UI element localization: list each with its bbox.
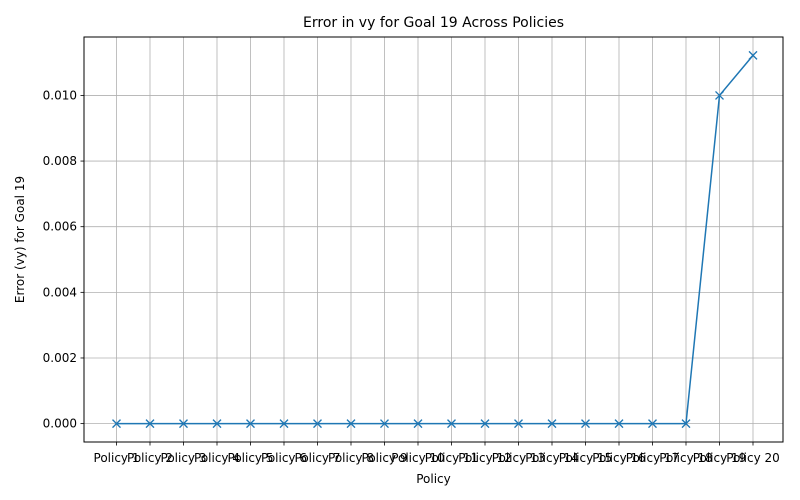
- data-point-marker: [581, 419, 590, 429]
- x-tick-label: Policy 2: [127, 451, 173, 465]
- marker-stroke: [313, 419, 322, 429]
- marker-stroke: [380, 419, 389, 429]
- y-tick-label: 0.006: [43, 220, 77, 234]
- x-tick-label: Policy 4: [194, 451, 240, 465]
- plot-frame: [83, 36, 784, 443]
- data-point-marker: [648, 419, 657, 429]
- data-point-marker: [212, 419, 222, 429]
- y-axis-label: Error (vy) for Goal 19: [13, 176, 27, 303]
- marker-stroke: [145, 419, 155, 429]
- data-point-marker: [380, 419, 389, 429]
- x-axis-label: Policy: [416, 472, 451, 486]
- data-point-marker: [547, 419, 557, 429]
- data-point-marker: [112, 419, 121, 429]
- marker-stroke: [112, 419, 121, 429]
- x-tick-label: Policy 11: [425, 451, 479, 465]
- y-tick-label: 0.010: [43, 88, 77, 102]
- marker-stroke: [648, 419, 657, 429]
- x-tick-label: Policy 16: [592, 451, 646, 465]
- data-point-marker: [313, 419, 322, 429]
- data-point-marker: [346, 419, 356, 429]
- marker-stroke: [748, 50, 758, 60]
- marker-stroke: [514, 419, 523, 429]
- x-tick-label: Policy 10: [391, 451, 445, 465]
- data-point-marker: [715, 90, 724, 100]
- chart-title: Error in vy for Goal 19 Across Policies: [303, 15, 564, 31]
- x-tick-label: Policy 9: [362, 451, 408, 465]
- marker-stroke: [681, 419, 691, 429]
- y-tick-label: 0.002: [43, 351, 77, 365]
- marker-stroke: [346, 419, 356, 429]
- x-tick-label: Policy 3: [161, 451, 207, 465]
- marker-stroke: [447, 419, 456, 429]
- x-tick-label: Policy 13: [492, 451, 546, 465]
- data-point-marker: [279, 419, 289, 429]
- x-tick-label: Policy 18: [659, 451, 713, 465]
- marker-stroke: [614, 419, 624, 429]
- marker-stroke: [715, 90, 724, 100]
- x-tick-label: Policy 1: [94, 451, 140, 465]
- data-point-marker: [681, 419, 691, 429]
- series-line: [116, 54, 754, 425]
- series: [112, 50, 758, 429]
- x-tick-label: Policy 15: [559, 451, 613, 465]
- data-point-marker: [246, 419, 255, 429]
- data-point-marker: [413, 419, 423, 429]
- y-tick-label: 0.004: [43, 285, 77, 299]
- marker-stroke: [212, 419, 222, 429]
- data-point-marker: [480, 419, 490, 429]
- data-point-marker: [145, 419, 155, 429]
- x-tick-label: Policy 14: [525, 451, 579, 465]
- data-point-marker: [179, 419, 188, 429]
- x-tick-label: Policy 20: [726, 451, 780, 465]
- grid: [84, 37, 783, 442]
- marker-stroke: [480, 419, 490, 429]
- x-tick-label: Policy 8: [328, 451, 374, 465]
- x-tick-label: Policy 17: [626, 451, 680, 465]
- data-point-marker: [748, 50, 758, 60]
- x-tick-label: Policy 6: [261, 451, 307, 465]
- y-tick-label: 0.000: [43, 417, 77, 431]
- data-point-marker: [614, 419, 624, 429]
- marker-stroke: [413, 419, 423, 429]
- x-tick-label: Policy 12: [458, 451, 512, 465]
- marker-stroke: [279, 419, 289, 429]
- marker-stroke: [581, 419, 590, 429]
- x-tick-label: Policy 19: [693, 451, 747, 465]
- marker-stroke: [179, 419, 188, 429]
- x-tick-label: Policy 5: [228, 451, 274, 465]
- y-tick-label: 0.008: [43, 154, 77, 168]
- x-tick-label: Policy 7: [295, 451, 341, 465]
- marker-stroke: [246, 419, 255, 429]
- marker-stroke: [547, 419, 557, 429]
- data-point-marker: [447, 419, 456, 429]
- data-point-marker: [514, 419, 523, 429]
